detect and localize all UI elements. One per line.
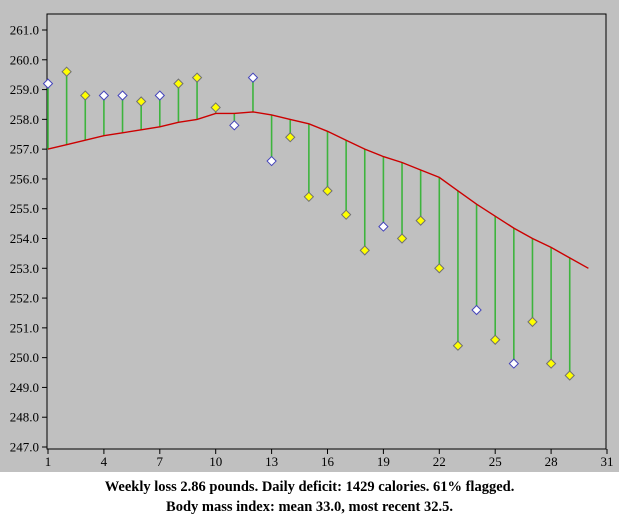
- y-tick-label: 249.0: [10, 380, 39, 395]
- trend-line: [47, 111, 589, 269]
- data-point-flagged: [322, 185, 333, 197]
- data-point-unflagged: [229, 120, 240, 131]
- data-point-flagged: [415, 215, 426, 226]
- data-point-flagged: [191, 72, 203, 83]
- data-point-unflagged: [42, 78, 54, 89]
- x-tick-label: 28: [545, 454, 558, 469]
- chart-background: [0, 0, 619, 472]
- data-point-flagged: [340, 209, 352, 220]
- y-tick-label: 261.0: [10, 23, 39, 38]
- data-point-unflagged: [508, 358, 520, 369]
- y-tick-label: 254.0: [10, 231, 39, 246]
- plot-area: [46, 13, 607, 450]
- y-tick-label: 253.0: [10, 261, 39, 276]
- x-tick-label: 31: [601, 454, 614, 469]
- data-point-unflagged: [471, 304, 482, 316]
- x-tick-label: 16: [321, 454, 335, 469]
- x-tick-label: 25: [489, 454, 502, 469]
- data-point-flagged: [564, 370, 575, 381]
- data-point-unflagged: [98, 90, 110, 101]
- data-point-unflagged: [378, 221, 389, 232]
- data-point-flagged: [61, 66, 72, 77]
- data-point-flagged: [210, 102, 221, 113]
- data-point-flagged: [434, 263, 445, 274]
- data-point-flagged: [396, 233, 408, 244]
- y-tick-label: 251.0: [10, 320, 39, 335]
- y-tick-label: 259.0: [10, 82, 39, 97]
- caption-bmi: Body mass index: mean 33.0, most recent …: [166, 499, 453, 515]
- y-tick-label: 260.0: [10, 52, 39, 67]
- data-point-flagged: [545, 358, 557, 369]
- x-tick-label: 19: [377, 454, 390, 469]
- data-point-flagged: [80, 90, 91, 101]
- y-tick-label: 248.0: [10, 410, 39, 425]
- y-tick-label: 258.0: [10, 112, 39, 127]
- data-point-unflagged: [154, 90, 166, 101]
- y-tick-label: 247.0: [10, 440, 39, 455]
- x-tick-label: 13: [265, 454, 278, 469]
- data-point-flagged: [452, 340, 464, 351]
- data-point-flagged: [285, 132, 296, 143]
- weight-chart: 261.0 260.0 259.0 258.0 257.0 256.0 255.0 254.0…: [0, 0, 619, 472]
- y-tick-label: 250.0: [10, 350, 39, 365]
- data-point-flagged: [489, 334, 501, 345]
- chart-captions: Weekly loss 2.86 pounds. Daily deficit: …: [0, 472, 619, 517]
- data-point-flagged: [135, 96, 147, 107]
- data-point-flagged: [527, 316, 538, 328]
- x-tick-label: 1: [45, 454, 52, 469]
- data-point-unflagged: [117, 90, 128, 101]
- y-tick-label: 252.0: [10, 291, 39, 306]
- x-tick-label: 22: [433, 454, 446, 469]
- data-point-flagged: [359, 245, 370, 256]
- data-point-unflagged: [247, 72, 259, 83]
- x-tick-label: 7: [157, 454, 164, 469]
- data-point-flagged: [303, 191, 315, 203]
- x-tick-label: 4: [101, 454, 108, 469]
- data-point-unflagged: [266, 155, 277, 167]
- y-tick-label: 255.0: [10, 201, 39, 216]
- y-tick-label: 257.0: [10, 142, 39, 157]
- y-tick-label: 256.0: [10, 171, 39, 186]
- caption-weekly-loss: Weekly loss 2.86 pounds. Daily deficit: …: [104, 479, 515, 495]
- data-point-flagged: [173, 78, 184, 89]
- x-tick-label: 10: [209, 454, 222, 469]
